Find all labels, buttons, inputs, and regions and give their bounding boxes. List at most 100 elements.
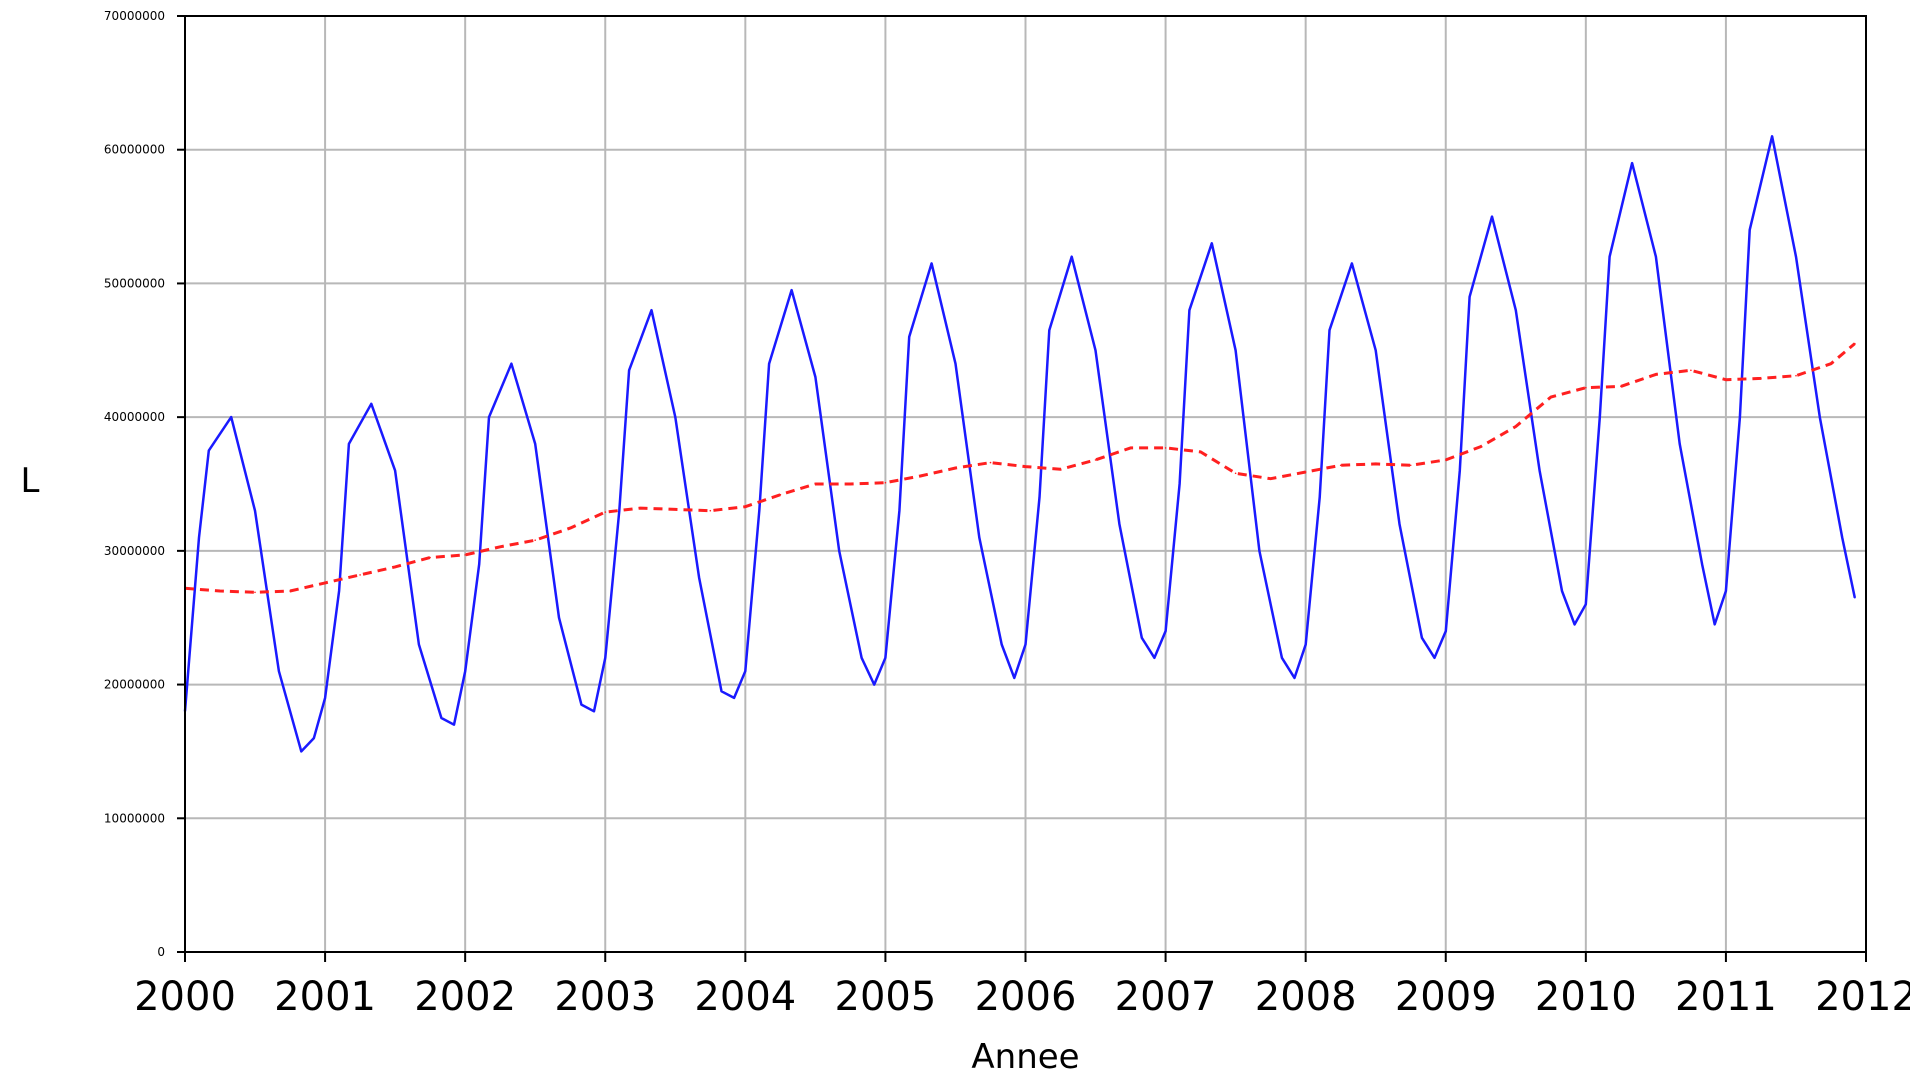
x-tick-label: 2010: [1535, 974, 1637, 1020]
data-point: [1713, 623, 1716, 626]
x-tick-label: 2006: [975, 974, 1077, 1020]
data-point: [338, 590, 340, 592]
data-point: [1000, 643, 1003, 646]
data-point: [324, 582, 326, 584]
data-point: [838, 550, 840, 552]
x-tick-label: 2002: [414, 974, 516, 1020]
data-point: [604, 511, 607, 513]
data-point: [580, 703, 583, 706]
data-point: [1690, 369, 1692, 372]
data-point: [814, 483, 817, 485]
x-tick-label: 2005: [835, 974, 937, 1020]
data-point: [989, 461, 992, 464]
data-point: [779, 493, 782, 496]
data-point: [954, 362, 957, 365]
x-tick-label: 2000: [134, 974, 236, 1020]
data-point: [849, 483, 852, 485]
data-point: [1725, 590, 1727, 592]
x-tick-label: 2007: [1115, 974, 1217, 1020]
data-point: [1445, 459, 1447, 461]
data-point: [860, 657, 863, 659]
data-point: [1318, 496, 1321, 499]
data-point: [1701, 563, 1703, 565]
data-point: [1819, 416, 1821, 418]
data-point: [219, 590, 221, 592]
data-point: [1854, 596, 1856, 599]
data-point: [1013, 677, 1016, 679]
data-point: [534, 539, 536, 541]
data-point: [1339, 464, 1342, 467]
data-point: [1374, 463, 1377, 465]
data-point: [873, 683, 875, 686]
data-point: [230, 416, 232, 418]
data-point: [1468, 296, 1471, 298]
data-point: [593, 710, 595, 713]
data-point: [1153, 657, 1156, 659]
x-tick-label: 2001: [274, 974, 376, 1020]
data-point: [1678, 443, 1681, 445]
y-axis-ticks: 0 10000000 20000000 30000000 40000000 5000000…: [104, 9, 185, 959]
data-point: [733, 697, 735, 699]
data-point: [650, 309, 653, 312]
data-point: [254, 591, 256, 594]
data-point: [1480, 445, 1482, 448]
data-point: [1771, 135, 1773, 138]
data-point: [278, 670, 280, 672]
data-point: [1304, 643, 1307, 646]
data-point: [954, 467, 957, 469]
data-point: [1293, 677, 1296, 679]
data-point: [768, 362, 770, 365]
x-tick-label: 2011: [1675, 974, 1777, 1020]
data-point: [1351, 262, 1353, 265]
x-axis-label: Annee: [971, 1037, 1079, 1077]
data-point: [478, 563, 481, 565]
data-point: [1059, 468, 1062, 471]
data-point: [978, 536, 981, 539]
data-point: [558, 616, 560, 619]
data-point: [1048, 329, 1051, 332]
data-point: [744, 505, 747, 508]
data-point: [394, 469, 396, 472]
x-tick-label: 2004: [694, 974, 796, 1020]
data-point: [604, 657, 607, 659]
x-tick-label: 2012: [1815, 974, 1910, 1020]
data-point: [440, 717, 443, 719]
data-point: [289, 590, 291, 592]
grid-lines: [185, 16, 1866, 952]
data-point: [1281, 657, 1283, 659]
data-point: [628, 369, 630, 372]
data-point: [1304, 471, 1307, 473]
y-tick-label: 40000000: [104, 410, 165, 424]
data-point: [464, 670, 467, 672]
data-point: [1854, 342, 1856, 345]
data-point: [674, 416, 677, 418]
y-axis-label: L: [21, 461, 40, 501]
data-point: [464, 554, 467, 556]
data-point: [744, 670, 747, 672]
data-point: [1164, 630, 1167, 632]
data-point: [1631, 162, 1633, 164]
data-point: [1841, 536, 1843, 539]
data-point: [499, 546, 502, 548]
data-point: [639, 507, 642, 509]
data-point: [1725, 378, 1727, 381]
data-point: [1748, 229, 1751, 231]
y-tick-label: 70000000: [104, 9, 165, 23]
data-point: [1129, 447, 1132, 449]
data-point: [709, 509, 712, 512]
x-tick-label: 2003: [554, 974, 656, 1020]
data-point: [1188, 309, 1191, 312]
data-point: [930, 262, 933, 265]
data-point: [370, 403, 373, 405]
data-point: [1655, 255, 1657, 258]
data-point: [300, 750, 303, 753]
data-point: [1024, 643, 1027, 646]
data-point: [919, 475, 922, 477]
data-point: [1038, 496, 1041, 499]
data-point: [1550, 396, 1552, 398]
data-point: [698, 576, 700, 579]
data-point: [1760, 377, 1762, 380]
data-point: [1538, 469, 1541, 472]
data-point: [324, 697, 326, 699]
